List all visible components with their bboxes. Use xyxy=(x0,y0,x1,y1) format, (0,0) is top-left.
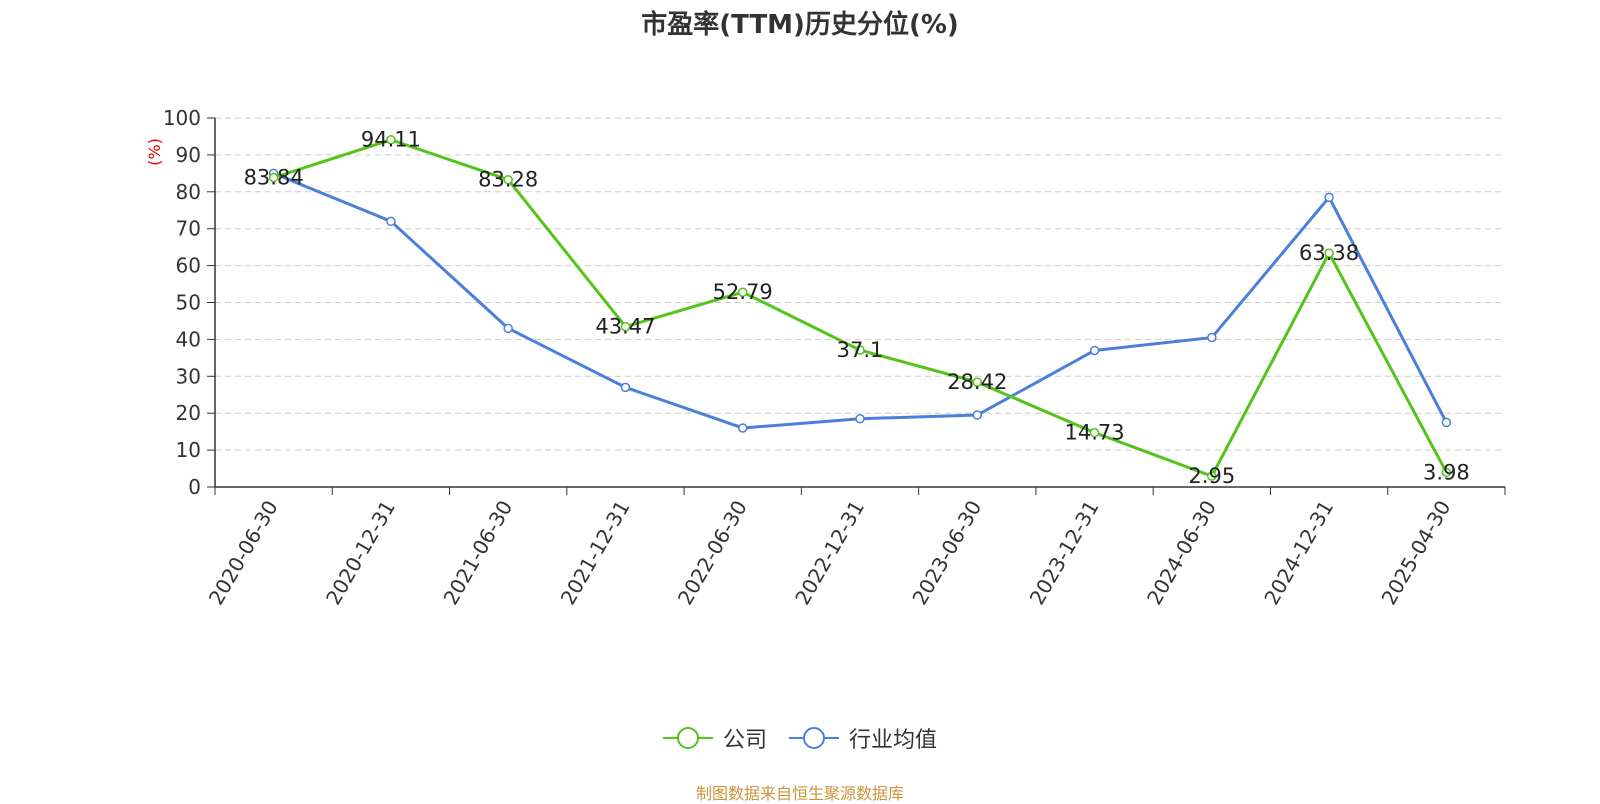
y-tick-label: 60 xyxy=(176,254,201,278)
x-tick-label: 2022-06-30 xyxy=(673,496,752,609)
legend-label-industry-average: 行业均值 xyxy=(849,728,938,753)
data-point-company xyxy=(503,174,513,185)
y-tick-label: 30 xyxy=(176,364,201,388)
data-point-industry-average xyxy=(855,413,865,424)
y-tick-label: 50 xyxy=(176,291,201,315)
y-tick-label: 10 xyxy=(176,438,201,462)
legend-marker-company xyxy=(662,727,713,749)
series xyxy=(268,134,1452,481)
legend-item-industry-average[interactable]: 行业均值 xyxy=(789,722,937,754)
x-tick-label: 2024-06-30 xyxy=(1142,496,1221,609)
data-label: 2.95 xyxy=(1188,464,1235,488)
series-line-company xyxy=(273,138,1448,478)
x-tick-label: 2023-12-31 xyxy=(1025,496,1104,609)
data-labels: 83.84 94.11 83.28 43.47 52.79 37.1 28.42 14.73 2… xyxy=(244,128,1470,488)
x-tick-label: 2020-06-30 xyxy=(204,496,283,609)
x-tick-label: 2021-12-31 xyxy=(556,496,635,609)
data-label: 43.47 xyxy=(595,315,655,339)
x-tick-label: 2020-12-31 xyxy=(321,496,400,609)
x-tick-label: 2025-04-30 xyxy=(1377,496,1456,609)
series-line-industry-average xyxy=(273,171,1448,430)
data-point-company xyxy=(1441,467,1452,478)
legend-item-company[interactable]: 公司 xyxy=(662,722,767,754)
data-point-industry-average xyxy=(1207,332,1217,343)
data-point-company xyxy=(1324,248,1334,258)
data-label: 63.38 xyxy=(1299,241,1359,265)
data-label: 3.98 xyxy=(1423,460,1470,484)
y-tick-label: 100 xyxy=(163,106,201,130)
data-point-company xyxy=(855,345,865,355)
data-point-company xyxy=(386,134,396,145)
data-point-company xyxy=(268,172,279,183)
y-tick-label: 80 xyxy=(176,180,201,204)
source-note: 制图数据来自恒生聚源数据库 xyxy=(695,784,904,803)
data-point-industry-average xyxy=(1441,417,1452,428)
x-tick-label: 2021-06-30 xyxy=(438,496,517,609)
legend-marker-industry-average xyxy=(789,727,839,749)
x-tick-label: 2024-12-31 xyxy=(1259,496,1338,609)
data-point-company xyxy=(1089,427,1100,438)
x-tick-label: 2022-12-31 xyxy=(790,496,869,609)
data-label: 83.28 xyxy=(478,168,538,192)
data-label: 94.11 xyxy=(361,128,421,152)
axes: 0 10 20 30 40 50 60 70 80 90 100 2020-06-30 2020-12-… xyxy=(163,106,1506,609)
y-tick-label: 20 xyxy=(176,401,201,425)
data-point-industry-average xyxy=(1089,345,1100,356)
data-label: 14.73 xyxy=(1064,421,1124,445)
legend: 公司 行业均值 xyxy=(0,722,1600,754)
y-tick-label: 0 xyxy=(188,475,201,499)
y-tick-label: 70 xyxy=(176,217,201,241)
grid-lines xyxy=(215,117,1505,451)
data-point-company xyxy=(737,287,748,297)
data-point-industry-average xyxy=(503,323,513,334)
legend-label-company: 公司 xyxy=(722,728,767,753)
data-point-industry-average xyxy=(620,382,631,393)
data-point-company xyxy=(972,377,983,387)
data-point-industry-average xyxy=(972,410,983,420)
data-point-industry-average xyxy=(386,216,396,227)
data-label: 28.42 xyxy=(947,370,1007,394)
y-tick-label: 40 xyxy=(176,327,201,351)
data-label: 37.1 xyxy=(837,338,884,362)
y-axis-label: (%) xyxy=(145,138,164,166)
data-label: 52.79 xyxy=(713,280,773,304)
data-point-company xyxy=(620,321,631,332)
data-point-company xyxy=(1207,471,1217,481)
y-tick-label: 90 xyxy=(176,143,201,167)
x-tick-label: 2023-06-30 xyxy=(907,496,986,609)
data-label: 83.84 xyxy=(244,166,304,190)
data-point-industry-average xyxy=(737,423,748,433)
data-point-industry-average xyxy=(1324,192,1334,203)
chart-title: 市盈率(TTM)历史分位(%) xyxy=(641,10,959,40)
